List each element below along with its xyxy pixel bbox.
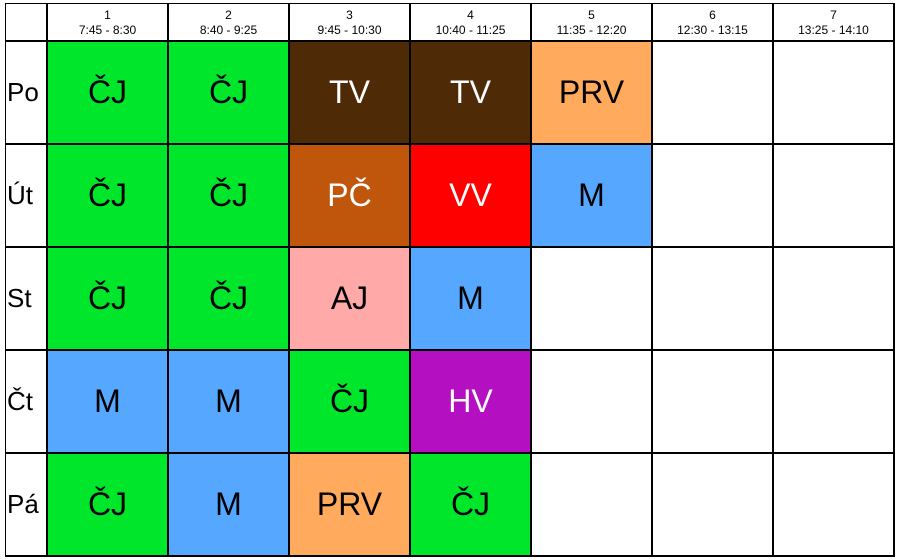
lesson-cell: M <box>411 248 532 351</box>
lesson-cell: ČJ <box>48 42 169 145</box>
day-label: St <box>6 248 48 351</box>
lesson-cell: ČJ <box>48 248 169 351</box>
period-time: 7:45 - 8:30 <box>78 22 137 37</box>
lesson-cell: M <box>169 351 290 454</box>
empty-lesson-cell <box>774 351 895 454</box>
period-number: 5 <box>588 7 595 22</box>
lesson-cell: ČJ <box>169 248 290 351</box>
empty-lesson-cell <box>653 42 774 145</box>
lesson-cell: ČJ <box>411 454 532 557</box>
empty-lesson-cell <box>532 248 653 351</box>
empty-lesson-cell <box>532 454 653 557</box>
empty-lesson-cell <box>653 454 774 557</box>
period-header-2: 2 8:40 - 9:25 <box>169 4 290 42</box>
period-header-4: 4 10:40 - 11:25 <box>411 4 532 42</box>
empty-lesson-cell <box>653 351 774 454</box>
period-time: 8:40 - 9:25 <box>199 22 258 37</box>
lesson-cell: PRV <box>290 454 411 557</box>
lesson-cell: ČJ <box>48 145 169 248</box>
lesson-cell: PRV <box>532 42 653 145</box>
lesson-cell: VV <box>411 145 532 248</box>
day-label: Pá <box>6 454 48 557</box>
period-time: 12:30 - 13:15 <box>677 22 748 37</box>
period-header-1: 1 7:45 - 8:30 <box>48 4 169 42</box>
empty-lesson-cell <box>653 248 774 351</box>
period-time: 9:45 - 10:30 <box>317 22 382 37</box>
lesson-cell: AJ <box>290 248 411 351</box>
lesson-cell: TV <box>290 42 411 145</box>
period-number: 7 <box>830 7 837 22</box>
empty-lesson-cell <box>653 145 774 248</box>
period-number: 2 <box>225 7 232 22</box>
corner-cell <box>6 4 48 42</box>
period-time: 13:25 - 14:10 <box>798 22 869 37</box>
empty-lesson-cell <box>774 248 895 351</box>
period-header-6: 6 12:30 - 13:15 <box>653 4 774 42</box>
period-header-5: 5 11:35 - 12:20 <box>532 4 653 42</box>
lesson-cell: PČ <box>290 145 411 248</box>
lesson-cell: ČJ <box>48 454 169 557</box>
day-label: Út <box>6 145 48 248</box>
period-header-3: 3 9:45 - 10:30 <box>290 4 411 42</box>
lesson-cell: ČJ <box>169 145 290 248</box>
lesson-cell: M <box>48 351 169 454</box>
empty-lesson-cell <box>532 351 653 454</box>
lesson-cell: M <box>532 145 653 248</box>
lesson-cell: HV <box>411 351 532 454</box>
lesson-cell: ČJ <box>169 42 290 145</box>
period-header-7: 7 13:25 - 14:10 <box>774 4 895 42</box>
day-label: Čt <box>6 351 48 454</box>
period-number: 4 <box>467 7 474 22</box>
lesson-cell: TV <box>411 42 532 145</box>
lesson-cell: ČJ <box>290 351 411 454</box>
period-number: 3 <box>346 7 353 22</box>
period-time: 10:40 - 11:25 <box>435 22 506 37</box>
period-time: 11:35 - 12:20 <box>556 22 627 37</box>
period-number: 6 <box>709 7 716 22</box>
period-number: 1 <box>104 7 111 22</box>
empty-lesson-cell <box>774 145 895 248</box>
empty-lesson-cell <box>774 42 895 145</box>
timetable-grid: 1 7:45 - 8:30 2 8:40 - 9:25 3 9:45 - 10:30 4 10… <box>5 3 895 557</box>
lesson-cell: M <box>169 454 290 557</box>
day-label: Po <box>6 42 48 145</box>
empty-lesson-cell <box>774 454 895 557</box>
